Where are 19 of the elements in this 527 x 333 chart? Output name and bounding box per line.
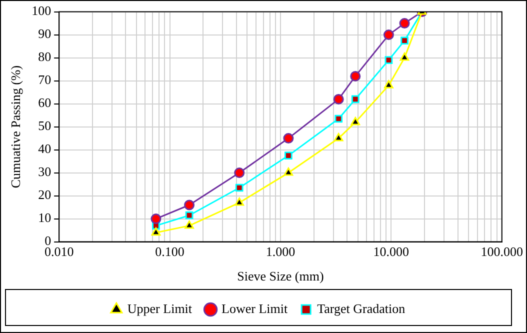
y-tick-label: 10 <box>38 210 52 226</box>
x-axis-title: Sieve Size (mm) <box>237 268 324 284</box>
y-tick-label: 40 <box>38 141 52 156</box>
legend-label: Upper Limit <box>127 300 192 316</box>
y-tick-label: 60 <box>38 95 52 110</box>
y-tick-label: 30 <box>38 164 52 180</box>
legend-label: Target Gradation <box>317 300 406 316</box>
x-tick-label: 10.000 <box>373 244 410 260</box>
legend-label: Lower Limit <box>222 300 288 316</box>
y-axis-title: Cumuative Passing (%) <box>8 65 24 188</box>
y-tick-label: 80 <box>38 49 52 64</box>
y-tick-label: 50 <box>38 118 52 134</box>
y-tick-label: 70 <box>38 72 52 88</box>
y-tick-label: 90 <box>38 26 52 42</box>
x-tick-label: 100.000 <box>480 244 523 260</box>
y-tick-label: 20 <box>38 187 52 202</box>
x-tick-label: 1.000 <box>266 244 296 260</box>
y-tick-label: 100 <box>32 3 52 18</box>
x-tick-label: 0.100 <box>155 244 184 260</box>
